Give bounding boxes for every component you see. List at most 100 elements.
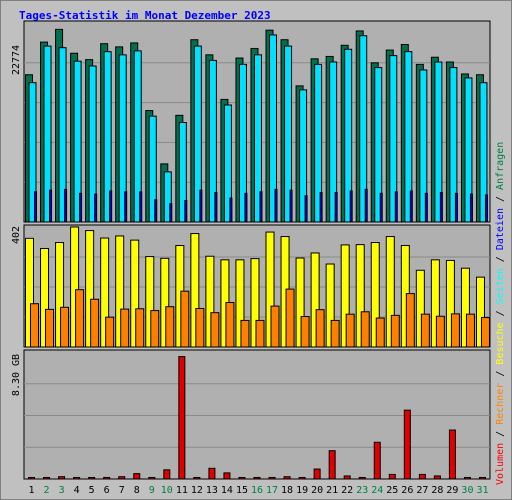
legend-part-2: / [495,425,506,443]
bar-seiten-17 [269,34,278,223]
bar-rechner-22 [345,313,355,348]
bar-besuche-19 [295,257,305,348]
bar-rechner-7 [120,308,130,348]
bar-volumen-2 [43,476,51,480]
bar-rechner-4 [75,289,85,348]
bar-seiten-11 [178,122,187,223]
bar-volumen-11 [178,356,186,480]
bar-seiten-3 [58,47,67,223]
bar-dateien-30 [469,193,473,223]
x-tick-label: 1 [29,485,35,496]
bar-volumen-15 [238,476,246,480]
x-tick-label: 7 [119,485,125,496]
x-tick-label: 6 [104,485,110,496]
bar-dateien-3 [64,188,68,223]
bar-rechner-29 [450,313,460,348]
bar-dateien-8 [139,191,143,223]
bar-besuche-28 [430,259,440,348]
bar-seiten-25 [389,55,398,223]
bar-seiten-2 [43,45,52,223]
chart-panel-3 [23,349,491,480]
y-axis-label-bottom: 8.30 GB [11,354,22,396]
bar-besuche-30 [460,267,470,348]
x-tick-label: 9 [149,485,155,496]
x-tick-label: 2 [44,485,50,496]
bar-dateien-15 [244,192,248,223]
x-tick-label: 23 [356,485,368,496]
bar-rechner-10 [165,306,175,348]
x-tick-label: 26 [401,485,413,496]
bar-besuche-12 [190,233,200,348]
chart-title: Tages-Statistik im Monat Dezember 2023 [19,9,271,22]
bar-seiten-14 [223,104,232,223]
bar-dateien-6 [109,190,113,223]
bar-rechner-17 [270,305,280,348]
x-tick-label: 21 [326,485,338,496]
bar-volumen-1 [28,476,36,480]
x-tick-label: 18 [281,485,293,496]
bar-rechner-6 [105,316,115,348]
legend-part-7: Seiten [495,268,506,304]
x-tick-label: 16 [251,485,263,496]
bar-seiten-30 [464,77,473,223]
bar-dateien-31 [484,194,488,223]
x-tick-label: 28 [431,485,443,496]
bar-dateien-26 [409,190,413,223]
bar-seiten-26 [404,51,413,223]
x-tick-label: 30 [461,485,473,496]
bar-dateien-21 [334,192,338,223]
bar-besuche-3 [55,242,65,348]
bar-rechner-21 [330,319,340,348]
bar-rechner-28 [435,315,445,348]
x-tick-label: 27 [416,485,428,496]
bar-rechner-9 [150,310,160,348]
bar-volumen-17 [268,476,276,480]
bar-volumen-5 [88,476,96,480]
bar-rechner-18 [285,288,295,348]
bar-rechner-2 [45,308,55,348]
bar-seiten-12 [193,45,202,223]
bar-besuche-15 [235,259,245,348]
bar-besuche-25 [385,236,395,348]
bar-dateien-13 [214,192,218,223]
x-tick-label: 15 [236,485,248,496]
legend-part-6: / [495,304,506,322]
bars-layer [25,28,490,480]
bar-besuche-27 [415,269,425,348]
bar-seiten-5 [88,65,97,223]
bar-volumen-25 [388,473,396,480]
bar-volumen-29 [448,429,456,480]
bar-dateien-18 [289,189,293,223]
bar-volumen-31 [478,476,486,480]
bar-seiten-31 [479,82,488,223]
y-axis-label-middle: 402 [11,226,22,244]
bar-seiten-7 [118,54,127,223]
bar-dateien-4 [79,192,83,223]
bar-seiten-6 [103,51,112,223]
bar-dateien-17 [274,188,278,223]
bar-volumen-4 [73,476,81,480]
bar-volumen-16 [253,476,261,480]
bar-dateien-12 [199,189,203,223]
bar-seiten-20 [314,63,323,223]
bar-volumen-27 [418,473,426,480]
bar-dateien-19 [304,195,308,223]
bar-rechner-30 [465,313,475,348]
legend-part-4: / [495,365,506,383]
bar-dateien-29 [454,192,458,223]
bar-rechner-24 [375,317,385,348]
x-tick-label: 3 [59,485,65,496]
bar-dateien-20 [319,192,323,223]
bar-besuche-20 [310,252,320,348]
x-tick-label: 10 [161,485,173,496]
bar-rechner-14 [225,302,235,348]
bar-dateien-11 [184,200,188,223]
bar-rechner-16 [255,319,265,348]
x-tick-label: 8 [134,485,140,496]
legend-part-1: Volumen [495,443,506,485]
bar-dateien-1 [34,191,37,223]
x-tick-label: 24 [371,485,383,496]
bar-seiten-22 [344,48,353,223]
bar-besuche-5 [85,230,95,348]
bar-rechner-20 [315,309,325,348]
